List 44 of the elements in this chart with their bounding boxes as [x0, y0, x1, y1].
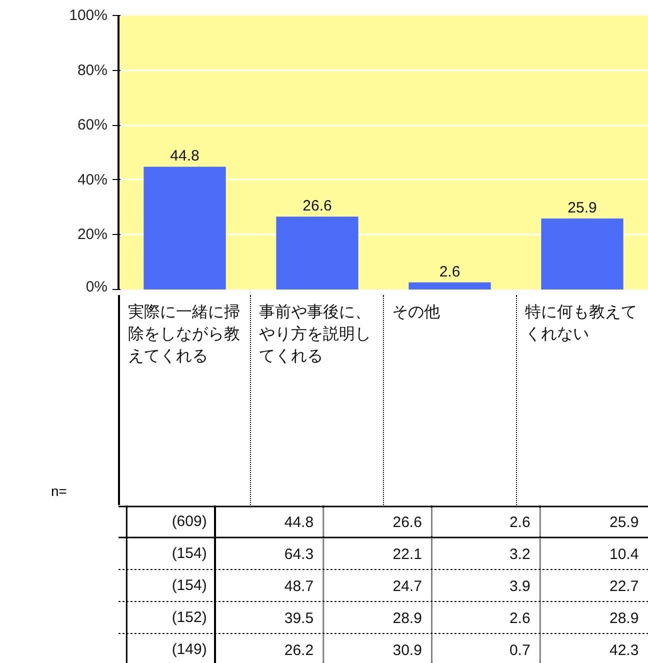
x-tick-label: 事前や事後に、やり方を説明してくれる — [258, 301, 372, 367]
text: 39.5 — [284, 610, 314, 627]
text: (609) — [172, 513, 207, 530]
bar — [276, 216, 358, 290]
y-tick-label: 80% — [77, 62, 108, 79]
text: (154) — [172, 545, 207, 562]
text: 10.4 — [609, 546, 639, 563]
x-tick-label: 実際に一緒に掃除をしながら教えてくれる — [127, 301, 241, 367]
bar — [541, 218, 624, 290]
x-tick-label: 特に何も教えてくれない — [524, 301, 638, 345]
text: 2.6 — [509, 610, 530, 627]
text: n= — [51, 482, 67, 501]
data-label: 26.6 — [302, 198, 332, 215]
text: 3.2 — [509, 546, 530, 563]
text: (154) — [172, 577, 207, 594]
text: 2.6 — [509, 514, 530, 531]
text: 28.9 — [392, 610, 422, 627]
data-label: 25.9 — [568, 200, 597, 217]
y-tick-label: 20% — [77, 226, 108, 244]
y-tick-label: 40% — [77, 171, 108, 188]
text: (152) — [172, 609, 207, 626]
data-label: 44.8 — [170, 148, 200, 165]
text: (149) — [172, 641, 207, 658]
text: 24.7 — [392, 578, 422, 595]
x-tick-label: その他 — [391, 301, 440, 323]
text: 48.7 — [284, 578, 314, 595]
text: 64.3 — [284, 546, 314, 563]
text: 22.7 — [609, 578, 639, 595]
bar — [144, 166, 226, 290]
text: 3.9 — [509, 578, 530, 595]
text: 28.9 — [609, 610, 639, 627]
text: 30.9 — [392, 642, 422, 659]
data-label: 2.6 — [439, 263, 460, 280]
text: 25.9 — [609, 514, 639, 531]
y-tick-label: 60% — [77, 116, 108, 134]
text: 42.3 — [609, 642, 639, 659]
bar — [408, 282, 491, 290]
text: 22.1 — [392, 546, 422, 563]
text: 44.8 — [284, 514, 314, 531]
y-tick-label: 100% — [69, 7, 108, 24]
text: 26.2 — [284, 642, 314, 659]
text: 26.6 — [392, 514, 422, 531]
y-tick-label: 0% — [86, 278, 108, 296]
text: 0.7 — [509, 642, 530, 659]
